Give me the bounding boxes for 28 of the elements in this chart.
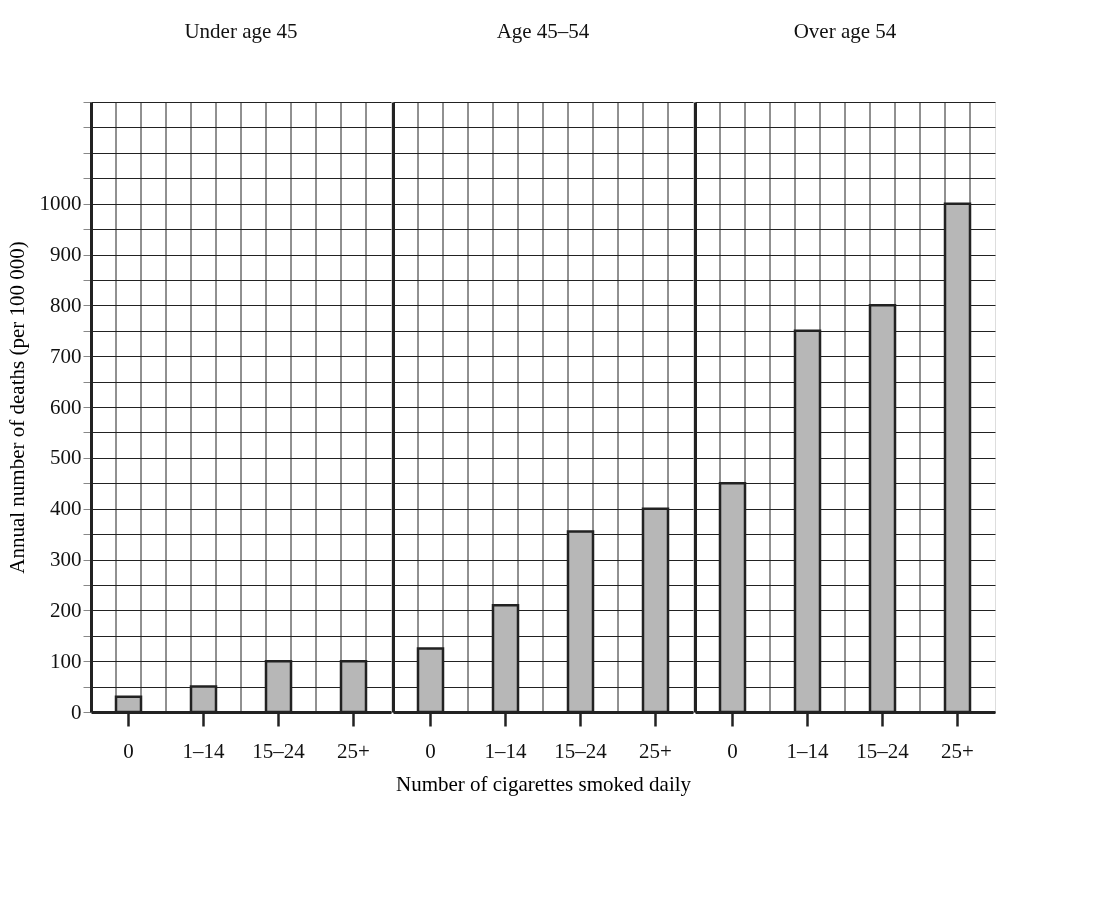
y-tick-label: 300 <box>50 547 82 571</box>
y-tick-label: 900 <box>50 242 82 266</box>
y-tick-label: 700 <box>50 343 82 368</box>
x-tick-label: 15–24 <box>856 738 910 763</box>
y-tick-label: 400 <box>50 496 82 521</box>
x-tick-label: 0 <box>425 738 436 763</box>
chart-title: Under age 45 <box>184 18 298 43</box>
x-tick-label: 0 <box>727 738 738 763</box>
y-tick-label: 0 <box>71 699 82 724</box>
y-tick-label: 800 <box>50 292 82 317</box>
y-tick-label: 1000 <box>39 191 82 216</box>
x-tick-label: 1–14 <box>182 738 225 763</box>
y-tick-label: 100 <box>50 648 82 673</box>
x-tick-label: 25+ <box>941 738 974 763</box>
y-tick-label: 500 <box>50 445 82 470</box>
chart-title: Over age 54 <box>793 18 897 43</box>
y-axis-title: Annual number of deaths (per 100 000) <box>4 241 29 574</box>
x-tick-label: 15–24 <box>252 738 306 763</box>
x-tick-label: 15–24 <box>554 738 608 763</box>
x-tick-label: 25+ <box>337 738 370 763</box>
x-tick-label: 1–14 <box>484 738 527 763</box>
chart-title: Age 45–54 <box>496 18 590 43</box>
x-tick-label: 0 <box>123 738 134 763</box>
y-tick-label: 200 <box>50 597 82 622</box>
x-tick-label: 1–14 <box>786 738 829 763</box>
x-axis-title: Number of cigarettes smoked daily <box>395 771 692 796</box>
y-tick-label: 600 <box>50 394 82 419</box>
x-tick-label: 25+ <box>639 738 672 763</box>
